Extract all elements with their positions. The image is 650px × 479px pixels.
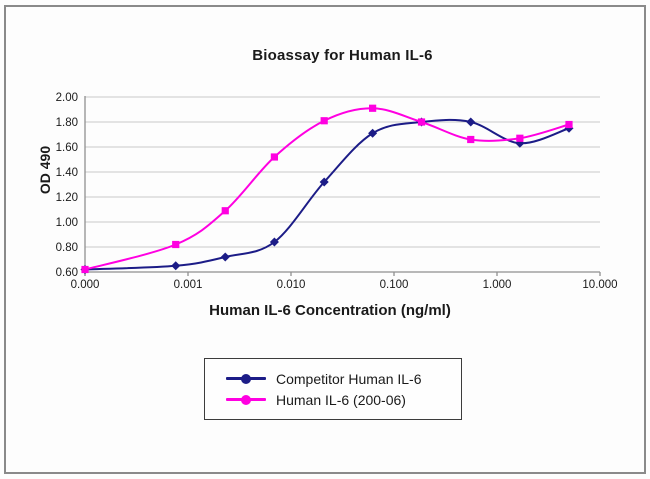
y-tick-label: 1.80	[56, 117, 78, 129]
data-marker-square	[270, 153, 279, 161]
data-marker-diamond	[171, 261, 181, 271]
y-tick-label: 1.40	[56, 167, 78, 179]
legend-label: Competitor Human IL-6	[276, 370, 422, 387]
x-tick-label: 0.010	[277, 279, 306, 291]
legend-dot-icon	[241, 373, 251, 384]
x-tick-label: 0.000	[71, 279, 100, 291]
legend-entry-competitor: Competitor Human IL-6	[226, 370, 461, 387]
legend-line-sample-icon	[226, 373, 266, 384]
data-marker-diamond	[466, 117, 476, 127]
x-tick-label: 0.001	[174, 279, 203, 291]
legend-label: Human IL-6 (200-06)	[276, 391, 406, 408]
y-tick-label: 1.20	[56, 192, 78, 204]
data-marker-square	[221, 207, 229, 215]
data-marker-square	[516, 134, 524, 142]
x-tick-label: 1.000	[483, 279, 512, 291]
legend: Competitor Human IL-6 Human IL-6 (200-06…	[204, 358, 462, 420]
y-tick-label: 0.60	[56, 267, 78, 279]
chart-title: Bioassay for Human IL-6	[252, 47, 433, 64]
data-marker-square	[565, 120, 573, 129]
data-marker-square	[320, 117, 328, 125]
x-axis-title: Human IL-6 Concentration (ng/ml)	[209, 302, 451, 319]
legend-entry-human-il6: Human IL-6 (200-06)	[226, 391, 461, 408]
legend-line-sample-icon	[226, 394, 266, 405]
y-tick-label: 1.60	[56, 142, 78, 154]
data-marker-square	[369, 104, 377, 112]
y-tick-label: 2.00	[56, 92, 78, 104]
x-tick-label: 0.100	[380, 279, 409, 291]
x-tick-label: 10.000	[582, 279, 617, 291]
data-marker-square	[467, 135, 475, 144]
series-line-0	[84, 118, 570, 271]
data-marker-square	[172, 240, 180, 249]
data-marker-diamond	[220, 252, 230, 262]
legend-dot-icon	[241, 394, 251, 405]
data-marker-square	[81, 265, 89, 274]
y-tick-label: 0.80	[56, 242, 78, 254]
y-tick-label: 1.00	[56, 217, 78, 229]
series-line-1	[84, 107, 570, 271]
data-marker-square	[417, 118, 426, 126]
y-axis-title: OD 490	[37, 145, 53, 195]
